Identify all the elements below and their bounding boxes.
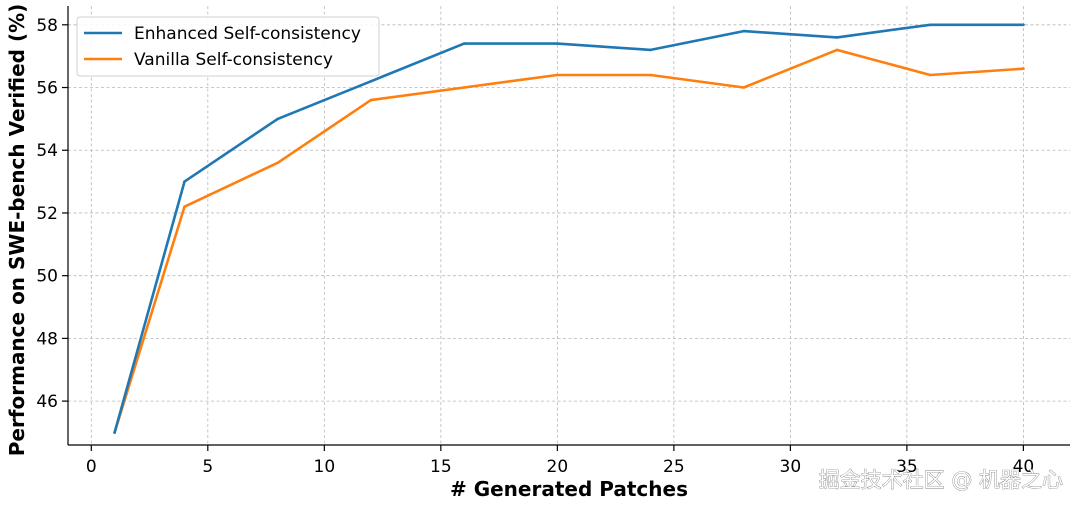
data-point-vanilla: [742, 86, 746, 89]
series-lines: [113, 23, 1025, 434]
data-point-vanilla: [1022, 67, 1025, 70]
x-tick-label: 0: [86, 457, 97, 477]
x-axis-label: # Generated Patches: [450, 477, 688, 501]
y-tick-label: 52: [36, 204, 58, 224]
y-tick-label: 54: [36, 141, 58, 161]
axes: [67, 6, 1070, 446]
data-point-vanilla: [183, 205, 186, 208]
data-point-vanilla: [835, 48, 839, 52]
y-axis-label: Performance on SWE-bench Verified (%): [5, 4, 29, 457]
y-tick-label: 48: [36, 329, 58, 349]
x-ticks: 0 5 10 15 20 25 30 35 40: [86, 445, 1034, 477]
series-line-enhanced: [113, 23, 1025, 434]
data-point-enhanced: [462, 42, 466, 45]
legend: Enhanced Self-consistency Vanilla Self-c…: [76, 16, 380, 77]
x-tick-label: 5: [202, 457, 213, 477]
data-point-enhanced: [276, 117, 280, 121]
data-point-vanilla: [276, 161, 280, 165]
data-point-vanilla: [556, 73, 559, 77]
legend-box: [76, 16, 380, 77]
y-ticks: 46 48 50 52 54 56 58: [36, 16, 68, 412]
data-point-enhanced: [928, 23, 932, 27]
series-line-vanilla: [113, 48, 1025, 434]
legend-label-enhanced: Enhanced Self-consistency: [134, 24, 361, 44]
x-tick-label: 35: [896, 457, 918, 477]
data-point-enhanced: [183, 180, 186, 183]
watermark: 掘金技术社区 @ 机器之心: [819, 468, 1063, 492]
data-point-vanilla: [369, 98, 373, 102]
data-point-enhanced: [742, 29, 746, 33]
data-point-enhanced: [649, 48, 652, 52]
y-tick-label: 46: [36, 392, 58, 412]
legend-label-vanilla: Vanilla Self-consistency: [134, 50, 333, 70]
x-tick-label: 30: [780, 457, 802, 477]
data-point-vanilla: [928, 73, 932, 77]
x-tick-label: 15: [430, 457, 452, 477]
y-tick-label: 58: [36, 16, 58, 36]
x-tick-label: 40: [1013, 457, 1035, 477]
data-point-enhanced: [1022, 23, 1025, 27]
y-tick-label: 50: [36, 267, 58, 287]
data-point-enhanced: [113, 431, 116, 434]
data-point-vanilla: [649, 73, 652, 77]
data-point-enhanced: [556, 42, 559, 45]
data-point-enhanced: [369, 80, 373, 83]
data-point-enhanced: [835, 36, 839, 39]
data-point-vanilla: [462, 86, 466, 89]
y-tick-label: 56: [36, 79, 58, 99]
x-tick-label: 10: [314, 457, 336, 477]
x-tick-label: 25: [663, 457, 685, 477]
x-tick-label: 20: [547, 457, 569, 477]
